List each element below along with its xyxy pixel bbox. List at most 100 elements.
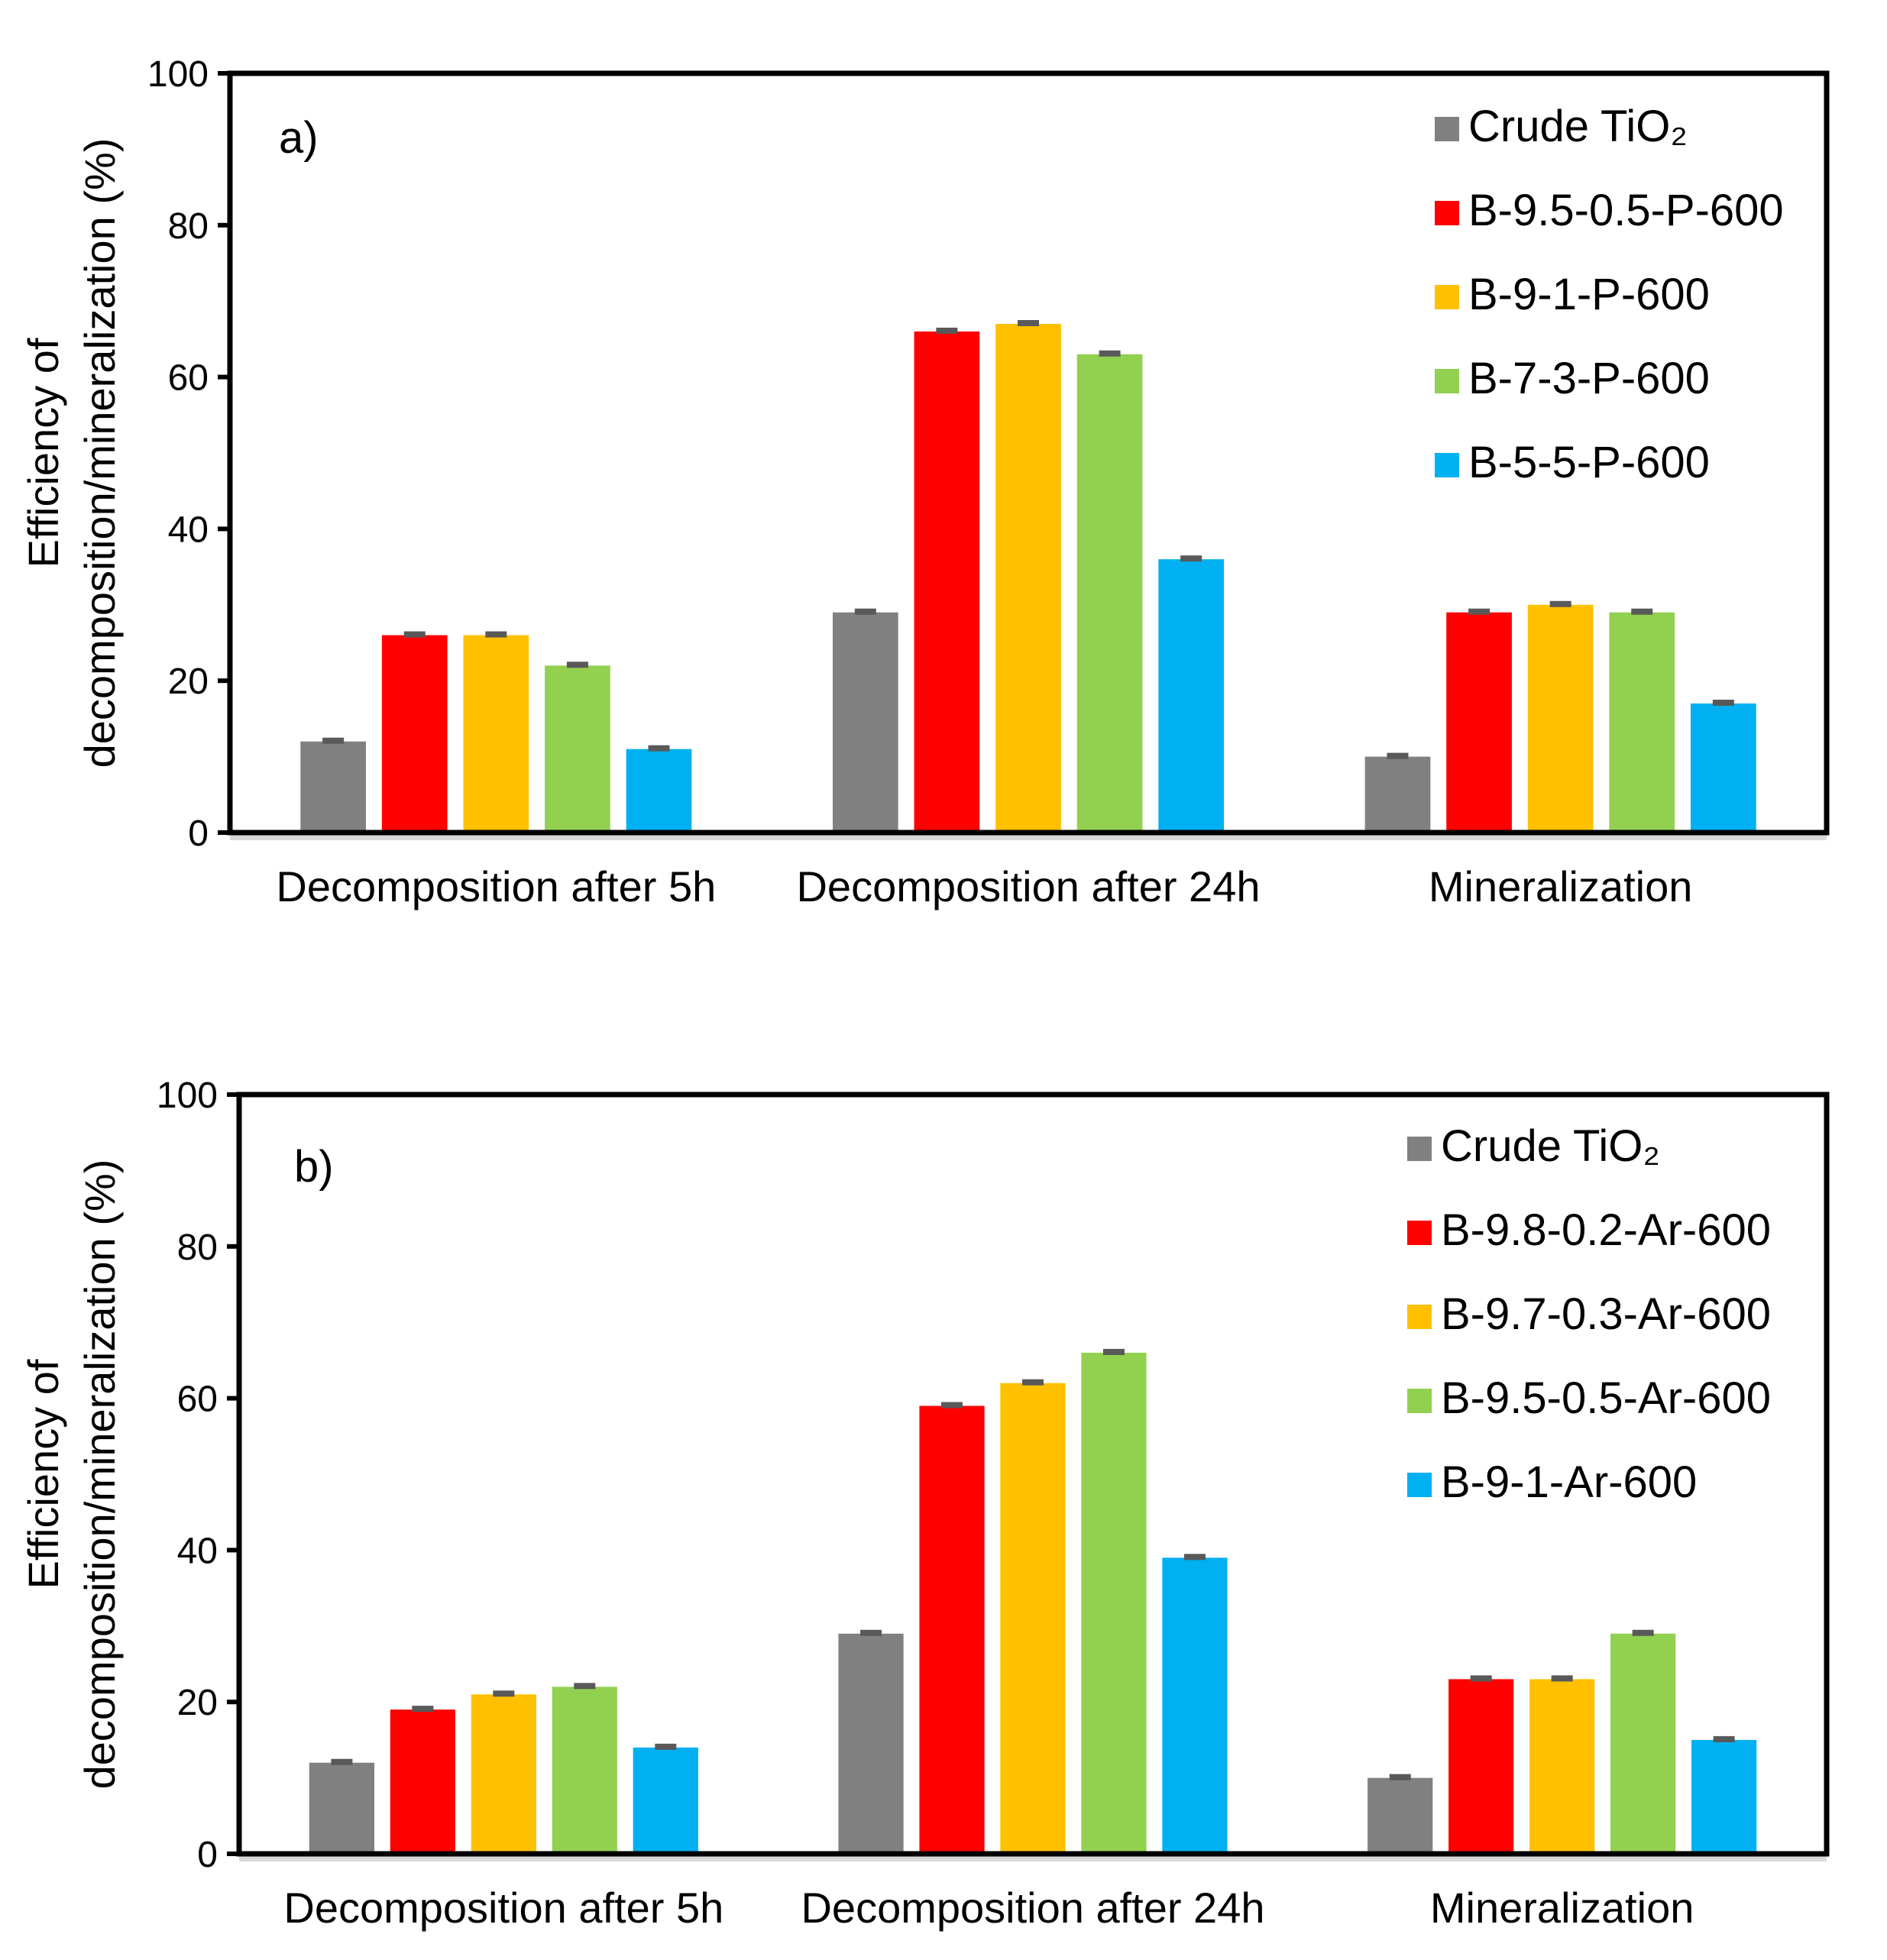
bar	[838, 1633, 904, 1854]
legend-swatch	[1407, 1389, 1432, 1413]
bar	[381, 635, 448, 833]
chart-panel-a: 0 20 40 60 80 100 Decomposition after 5h Decomp…	[19, 54, 1830, 910]
bar	[1162, 1557, 1228, 1854]
error-bar	[1468, 608, 1491, 615]
error-bar	[403, 631, 426, 638]
bar	[1448, 1679, 1514, 1854]
legend-swatch	[1407, 1473, 1432, 1497]
legend-label: Crude TiO₂	[1468, 102, 1688, 151]
legend-label: B-5-5-P-600	[1468, 438, 1710, 487]
bar	[1364, 756, 1431, 833]
panel-label: a)	[279, 113, 319, 163]
category-label: Mineralization	[1430, 1884, 1694, 1932]
y-tick-label: 60	[168, 358, 209, 399]
error-bar	[1183, 1554, 1206, 1561]
y-tick-label: 80	[177, 1227, 218, 1268]
y-tick-label: 40	[168, 509, 209, 550]
legend-swatch	[1435, 117, 1459, 141]
error-bar	[566, 661, 588, 668]
legend-swatch	[1407, 1305, 1432, 1329]
error-bar	[1549, 600, 1571, 607]
legend-label: B-9-1-P-600	[1468, 270, 1710, 319]
y-tick-label: 40	[177, 1531, 218, 1571]
legend-label: B-9.5-0.5-Ar-600	[1441, 1373, 1771, 1423]
bar	[1527, 604, 1594, 833]
y-axis-label: decomposition/mineralization (%)	[76, 138, 124, 768]
bar	[919, 1405, 985, 1854]
error-bar	[493, 1690, 515, 1697]
error-bar	[854, 608, 876, 615]
legend-label: B-9.8-0.2-Ar-600	[1441, 1205, 1771, 1255]
bar	[1529, 1679, 1595, 1854]
chart-panel-b: 0 20 40 60 80 100 Decomposition after 5h Decomp…	[19, 1075, 1830, 1932]
legend-swatch	[1435, 201, 1459, 225]
bar	[471, 1694, 536, 1854]
category-label: Mineralization	[1429, 862, 1693, 910]
error-bar	[322, 737, 345, 744]
bar	[1691, 1739, 1757, 1854]
y-tick-label: 100	[157, 1075, 218, 1116]
error-bar	[1180, 555, 1202, 562]
y-tick-label: 20	[177, 1683, 218, 1723]
error-bar	[331, 1758, 353, 1765]
y-tick-label: 80	[168, 206, 209, 247]
y-axis-label: Efficiency of	[19, 338, 67, 568]
bar	[390, 1709, 455, 1854]
bar	[633, 1747, 698, 1854]
bar	[626, 749, 692, 833]
y-tick-label: 60	[177, 1379, 218, 1420]
error-bar	[1470, 1675, 1492, 1682]
legend-label: B-7-3-P-600	[1468, 354, 1710, 403]
error-bar	[860, 1629, 882, 1636]
bar	[309, 1762, 374, 1854]
y-axis-label: decomposition/mineralization (%)	[76, 1160, 124, 1790]
legend-swatch	[1407, 1221, 1432, 1245]
legend: Crude TiO₂ B-9.8-0.2-Ar-600 B-9.7-0.3-Ar-6…	[1407, 1121, 1771, 1507]
y-tick-label: 0	[197, 1835, 218, 1875]
bar	[1446, 612, 1512, 833]
bar	[1000, 1383, 1066, 1854]
bar	[832, 612, 898, 833]
error-bar	[1551, 1675, 1573, 1682]
legend-swatch	[1435, 453, 1459, 477]
bar	[552, 1687, 617, 1854]
legend-label: B-9-1-Ar-600	[1441, 1457, 1697, 1507]
plot-frame	[236, 1092, 1830, 1857]
error-bar	[648, 745, 670, 752]
error-bar	[1631, 608, 1653, 615]
bar	[914, 331, 980, 833]
category-label: Decomposition after 5h	[276, 862, 716, 910]
legend-swatch	[1435, 285, 1459, 309]
error-bar	[936, 327, 958, 334]
error-bar	[574, 1683, 596, 1690]
panel-label: b)	[294, 1142, 334, 1192]
error-bar	[941, 1402, 963, 1409]
error-bar	[1102, 1348, 1125, 1355]
category-label: Decomposition after 5h	[283, 1884, 723, 1932]
error-bar	[412, 1706, 434, 1713]
category-label: Decomposition after 24h	[801, 1884, 1264, 1932]
bar	[1691, 703, 1756, 833]
y-tick-label: 100	[147, 54, 209, 95]
y-tick-label: 20	[168, 661, 209, 702]
category-label: Decomposition after 24h	[796, 862, 1260, 910]
bar	[1081, 1352, 1147, 1854]
bar	[463, 635, 529, 833]
bar	[1609, 612, 1675, 833]
legend-label: B-9.5-0.5-P-600	[1468, 186, 1784, 235]
error-bar	[655, 1743, 677, 1750]
error-bar	[1712, 700, 1734, 707]
error-bar	[1632, 1629, 1654, 1636]
bar	[1368, 1777, 1433, 1854]
error-bar	[1018, 320, 1039, 327]
legend: Crude TiO₂ B-9.5-0.5-P-600 B-9-1-P-600 B-7-…	[1435, 102, 1784, 487]
bar	[300, 741, 366, 833]
bar	[545, 665, 610, 833]
legend-swatch	[1435, 369, 1459, 393]
legend-swatch	[1407, 1137, 1432, 1161]
y-axis-label: Efficiency of	[19, 1359, 67, 1589]
legend-label: Crude TiO₂	[1441, 1121, 1660, 1171]
plot-frame	[227, 70, 1830, 836]
bar	[1610, 1633, 1676, 1854]
